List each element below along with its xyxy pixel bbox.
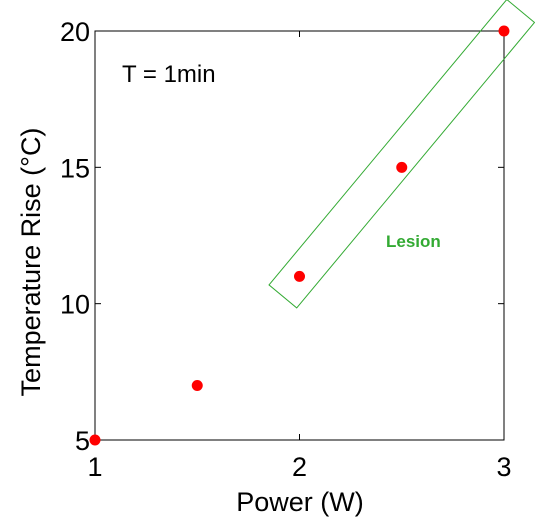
x-axis-label: Power (W) [236,487,364,517]
data-point [89,434,101,446]
data-point [498,25,510,37]
y-axis-label: Temperature Rise (°C) [16,128,46,397]
annotation-lesion-label: Lesion [386,232,441,251]
data-point [191,379,203,391]
x-tick-label: 3 [496,452,511,482]
y-tick-label: 10 [60,290,90,320]
data-point [294,270,305,282]
annotation-box-layer [268,0,535,309]
plot-frame [94,30,505,441]
y-tick-label: 20 [60,17,90,47]
lesion-annotation-box [268,0,535,309]
annotation-time-label: T = 1min [122,61,216,88]
data-point [396,161,408,173]
tick-layer: 1 2 3 5 10 15 20 [60,17,512,482]
y-tick-label: 5 [75,426,90,456]
points-layer [89,25,510,446]
x-tick-label: 1 [87,452,102,482]
x-tick-label: 2 [292,452,307,482]
y-tick-label: 15 [60,153,90,183]
